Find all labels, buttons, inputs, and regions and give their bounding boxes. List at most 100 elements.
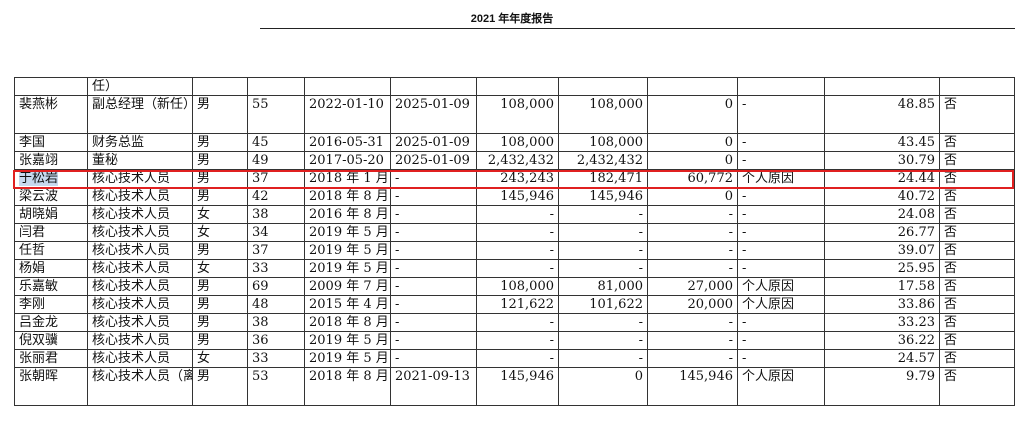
- cell-c1: 145,946: [476, 187, 559, 206]
- cell-c2: 108,000: [558, 95, 648, 134]
- cell-reason: -: [737, 151, 825, 170]
- cell-c3: 145,946: [647, 367, 738, 406]
- cell-start: 2019 年 5 月: [304, 241, 391, 260]
- cell-c2: -: [558, 205, 648, 224]
- table-row: 胡晓娟 核心技术人员女 38 2016 年 8 月 - - - - -24.08 否: [14, 205, 1015, 224]
- cell-reason: -: [737, 313, 825, 332]
- cell-reason: -: [737, 187, 825, 206]
- cell-related: 否: [939, 241, 1015, 260]
- cell-start: 2009 年 7 月: [304, 277, 391, 296]
- cell-c1: -: [476, 349, 559, 368]
- cell-title: 副总经理（新任）: [87, 95, 193, 134]
- header-rule: [260, 28, 1015, 29]
- cell-c1: 108,000: [476, 277, 559, 296]
- cell-start: 2019 年 5 月: [304, 223, 391, 242]
- cell-name: 张丽君: [14, 349, 88, 368]
- cell-end: 2025-01-09: [390, 95, 477, 134]
- cell-c1: 121,622: [476, 295, 559, 314]
- cell-c3: 0: [647, 95, 738, 134]
- cell-title: 核心技术人员: [87, 205, 193, 224]
- cell-c2: -: [558, 331, 648, 350]
- cell-end: -: [390, 313, 477, 332]
- cell-end: -: [390, 241, 477, 260]
- cell-end: -: [390, 223, 477, 242]
- cell-name: 裴燕彬: [14, 95, 88, 134]
- cell-pay: 39.07: [824, 241, 940, 260]
- cell-reason: -: [737, 133, 825, 152]
- cell-age: 38: [247, 205, 305, 224]
- cell-pay: 43.45: [824, 133, 940, 152]
- cell-c3: -: [647, 259, 738, 278]
- table-row: 裴燕彬 副总经理（新任）男 55 2022-01-10 2025-01-09 108,00…: [14, 95, 1015, 134]
- cell-title: 核心技术人员: [87, 313, 193, 332]
- cell-related: 否: [939, 95, 1015, 134]
- cell-related: 否: [939, 187, 1015, 206]
- cell-title: 董秘: [87, 151, 193, 170]
- cell-age: 34: [247, 223, 305, 242]
- cell-c3: 27,000: [647, 277, 738, 296]
- page-header-title: 2021 年年度报告: [470, 13, 554, 25]
- cell-related: 否: [939, 133, 1015, 152]
- cell-gender: 男: [192, 151, 248, 170]
- cell-age: 69: [247, 277, 305, 296]
- cell-start: 2019 年 5 月: [304, 349, 391, 368]
- cell-age: 42: [247, 187, 305, 206]
- cell-title: 核心技术人员: [87, 349, 193, 368]
- table-row: 乐嘉敏 核心技术人员男 69 2009 年 7 月 -108,000 81,000 27,0…: [14, 277, 1015, 296]
- cell-c2: 0: [558, 367, 648, 406]
- cell-reason: -: [737, 205, 825, 224]
- cell-reason: 个人原因: [737, 277, 825, 296]
- cell-title: 核心技术人员（离职）: [87, 367, 193, 406]
- cell-related: 否: [939, 313, 1015, 332]
- cell-end: -: [390, 295, 477, 314]
- cell-related: 否: [939, 151, 1015, 170]
- cell-c3: 60,772: [647, 169, 738, 188]
- cell-end: -: [390, 187, 477, 206]
- cell-pay: 25.95: [824, 259, 940, 278]
- cell-gender: 女: [192, 259, 248, 278]
- cell-pay: 40.72: [824, 187, 940, 206]
- cell-gender: 男: [192, 241, 248, 260]
- cell-name: 梁云波: [14, 187, 88, 206]
- cell-c2: 101,622: [558, 295, 648, 314]
- cell-start: 2019 年 5 月: [304, 259, 391, 278]
- cell-c1: 108,000: [476, 95, 559, 134]
- cell-start: 2018 年 8 月: [304, 313, 391, 332]
- cell-pay: 24.44: [824, 169, 940, 188]
- cell-name: 任哲: [14, 241, 88, 260]
- cell-related: 否: [939, 367, 1015, 406]
- table-row: 张丽君 核心技术人员女 33 2019 年 5 月 - - - - -24.57 否: [14, 349, 1015, 368]
- cell-age: 37: [247, 169, 305, 188]
- cell-pay: 26.77: [824, 223, 940, 242]
- cell-c1: 2,432,432: [476, 151, 559, 170]
- cell-reason: 个人原因: [737, 295, 825, 314]
- personnel-table: 任） 裴燕彬 副总经理（新任）男 55 2022-01-10 2025-01-09 108…: [14, 77, 1015, 406]
- table-row: 倪双骥 核心技术人员男 36 2019 年 5 月 - - - - -36.22 否: [14, 331, 1015, 350]
- cell-title: 核心技术人员: [87, 223, 193, 242]
- table-row-fragment: 任）: [14, 77, 1015, 96]
- cell-age: 37: [247, 241, 305, 260]
- cell-pay: 24.08: [824, 205, 940, 224]
- cell-c3: 0: [647, 151, 738, 170]
- cell-reason: -: [737, 241, 825, 260]
- table-row: 李国 财务总监男 45 2016-05-31 2025-01-09 108,000 108,…: [14, 133, 1015, 152]
- cell-start: 2018 年 8 月: [304, 367, 391, 406]
- cell-gender: 男: [192, 133, 248, 152]
- cell-pay: 36.22: [824, 331, 940, 350]
- cell-pay: 33.23: [824, 313, 940, 332]
- cell-related: 否: [939, 205, 1015, 224]
- cell-name: 杨娟: [14, 259, 88, 278]
- cell-pay: 17.58: [824, 277, 940, 296]
- cell-name: 乐嘉敏: [14, 277, 88, 296]
- cell-age: 33: [247, 259, 305, 278]
- cell-c3: 0: [647, 133, 738, 152]
- cell-c1: -: [476, 223, 559, 242]
- cell-gender: 男: [192, 187, 248, 206]
- cell-gender: 女: [192, 349, 248, 368]
- cell-reason: -: [737, 259, 825, 278]
- cell-title-fragment: 任）: [87, 77, 193, 96]
- cell-end: -: [390, 331, 477, 350]
- cell-c3: -: [647, 205, 738, 224]
- cell-name: 闫君: [14, 223, 88, 242]
